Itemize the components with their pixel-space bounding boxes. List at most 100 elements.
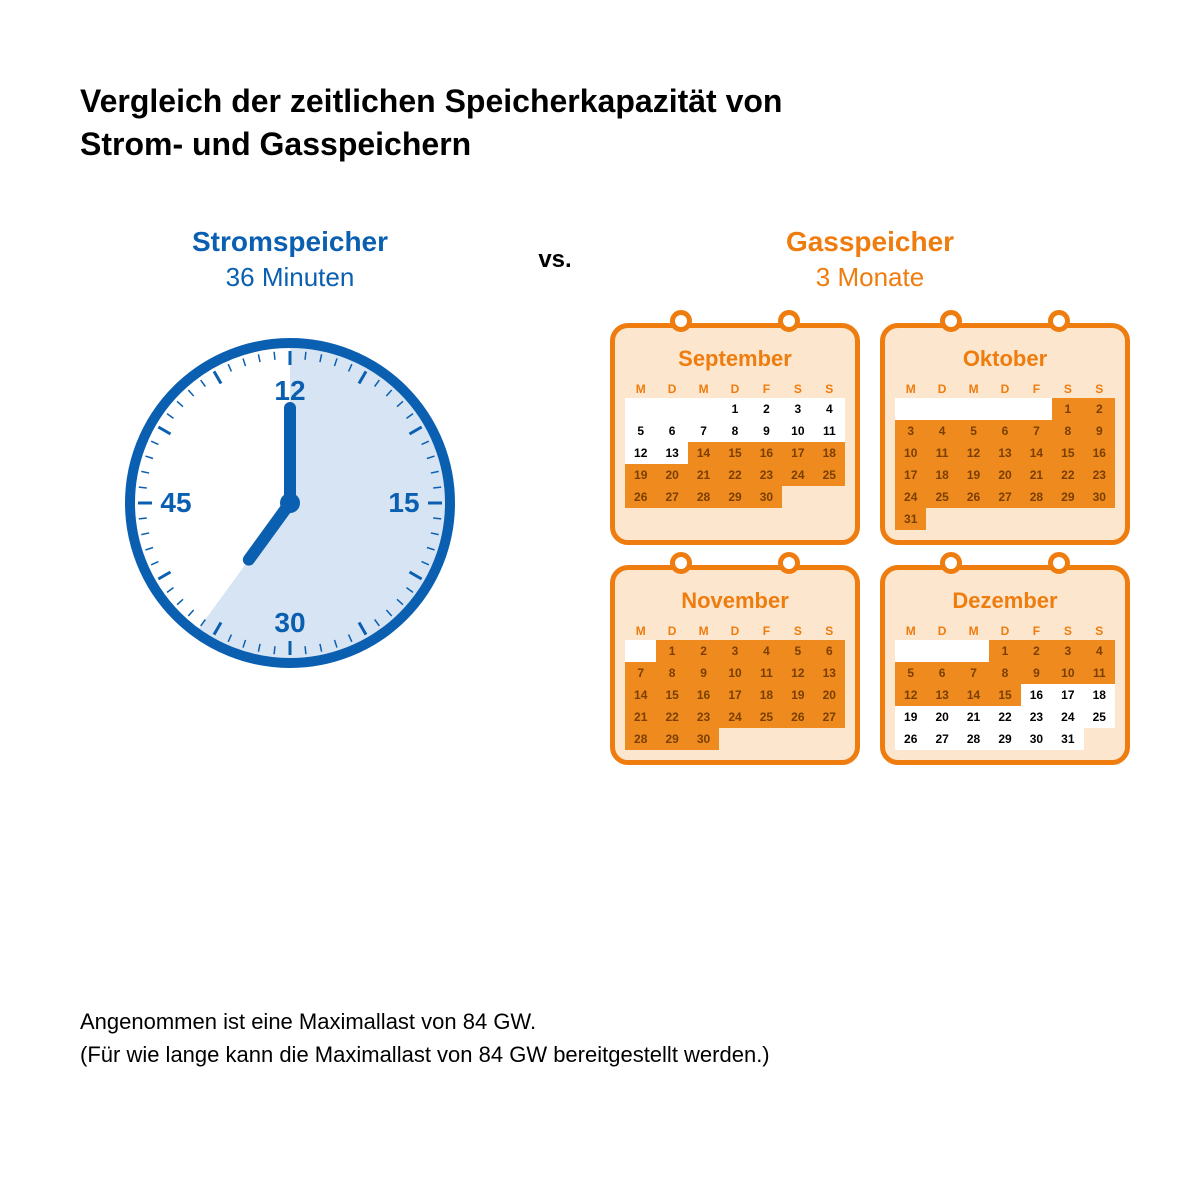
title-line-1: Vergleich der zeitlichen Speicherkapazit… — [80, 83, 782, 119]
calendar-dow-label: M — [688, 622, 719, 640]
calendar-day-cell: 6 — [926, 662, 957, 684]
calendar-month-label: November — [625, 588, 845, 614]
gas-duration: 3 Monate — [610, 262, 1130, 293]
calendar-day-cell: 22 — [989, 706, 1020, 728]
calendar-day-cell: 9 — [751, 420, 782, 442]
calendar-day-cell: 3 — [782, 398, 813, 420]
calendar-dow-label: S — [1052, 622, 1083, 640]
calendar-day-cell: 18 — [926, 464, 957, 486]
footnote-line-2: (Für wie lange kann die Maximallast von … — [80, 1042, 770, 1067]
calendar-day-cell: 17 — [782, 442, 813, 464]
calendar-day-cell: 3 — [719, 640, 750, 662]
calendar-day-cell: 27 — [814, 706, 845, 728]
calendar-day-cell: 8 — [656, 662, 687, 684]
calendar-day-cell: 13 — [656, 442, 687, 464]
calendar-dow-label: D — [989, 380, 1020, 398]
calendar-day-cell: 22 — [719, 464, 750, 486]
calendar-day-cell: 29 — [1052, 486, 1083, 508]
calendar-day-cell: 25 — [926, 486, 957, 508]
calendar-dow-label: S — [1084, 622, 1115, 640]
calendar-day-cell: 7 — [688, 420, 719, 442]
calendar-empty-cell — [989, 398, 1020, 420]
calendar: NovemberMDMDFSS1234567891011121314151617… — [610, 565, 860, 765]
calendar-dow-label: M — [958, 380, 989, 398]
calendar-day-cell: 4 — [926, 420, 957, 442]
calendar-empty-cell — [895, 398, 926, 420]
calendar-dow-label: M — [895, 380, 926, 398]
calendar-ring-icon — [778, 310, 800, 332]
calendar-ring-icon — [940, 310, 962, 332]
calendar-day-cell: 7 — [625, 662, 656, 684]
gas-title: Gasspeicher — [610, 226, 1130, 258]
calendar-dow-label: S — [1084, 380, 1115, 398]
calendar-day-cell: 27 — [656, 486, 687, 508]
calendar-day-cell: 19 — [958, 464, 989, 486]
calendar-month-label: September — [625, 346, 845, 372]
calendar-day-cell: 7 — [958, 662, 989, 684]
calendar-day-cell: 4 — [1084, 640, 1115, 662]
calendar-day-cell: 22 — [656, 706, 687, 728]
calendar-dow-label: D — [656, 380, 687, 398]
calendar-ring-icon — [1048, 552, 1070, 574]
calendar-day-cell: 23 — [1084, 464, 1115, 486]
svg-text:15: 15 — [388, 487, 419, 518]
calendar-days-grid: MDMDFSS123456789101112131415161718192021… — [895, 380, 1115, 530]
calendar-day-cell: 27 — [989, 486, 1020, 508]
calendar-dow-label: F — [1021, 380, 1052, 398]
calendar-dow-label: D — [656, 622, 687, 640]
calendar-ring-icon — [670, 310, 692, 332]
calendar-day-cell: 7 — [1021, 420, 1052, 442]
calendar-day-cell: 10 — [895, 442, 926, 464]
calendar-dow-label: S — [814, 622, 845, 640]
calendar-day-cell: 20 — [989, 464, 1020, 486]
calendar-day-cell: 31 — [1052, 728, 1083, 750]
svg-text:12: 12 — [274, 375, 305, 406]
calendar-day-cell: 16 — [1084, 442, 1115, 464]
calendar-dow-label: D — [719, 380, 750, 398]
calendar-dow-label: M — [688, 380, 719, 398]
calendar: SeptemberMDMDFSS123456789101112131415161… — [610, 323, 860, 545]
calendar-day-cell: 2 — [1021, 640, 1052, 662]
calendar-day-cell: 24 — [895, 486, 926, 508]
calendar-day-cell: 12 — [958, 442, 989, 464]
calendar-day-cell: 10 — [1052, 662, 1083, 684]
calendar-day-cell: 24 — [719, 706, 750, 728]
calendar-day-cell: 28 — [1021, 486, 1052, 508]
calendar-day-cell: 29 — [719, 486, 750, 508]
calendar-day-cell: 11 — [751, 662, 782, 684]
calendar-day-cell: 6 — [814, 640, 845, 662]
calendar-days-grid: MDMDFSS123456789101112131415161718192021… — [895, 622, 1115, 750]
calendar-dow-label: S — [1052, 380, 1083, 398]
calendar-day-cell: 21 — [958, 706, 989, 728]
svg-text:30: 30 — [274, 607, 305, 638]
calendar-dow-label: M — [625, 622, 656, 640]
calendar-day-cell: 8 — [719, 420, 750, 442]
calendar-day-cell: 28 — [688, 486, 719, 508]
calendar-day-cell: 1 — [719, 398, 750, 420]
calendar-dow-label: M — [958, 622, 989, 640]
calendar-day-cell: 12 — [895, 684, 926, 706]
calendar-dow-label: D — [926, 622, 957, 640]
calendar-day-cell: 5 — [625, 420, 656, 442]
calendar-day-cell: 2 — [1084, 398, 1115, 420]
calendar-day-cell: 3 — [895, 420, 926, 442]
calendar-day-cell: 14 — [688, 442, 719, 464]
calendar-day-cell: 20 — [814, 684, 845, 706]
calendar-day-cell: 25 — [814, 464, 845, 486]
calendar-day-cell: 30 — [688, 728, 719, 750]
page-title: Vergleich der zeitlichen Speicherkapazit… — [80, 80, 1101, 166]
calendar-day-cell: 29 — [989, 728, 1020, 750]
strom-panel: Stromspeicher 36 Minuten 12153045 — [80, 226, 500, 673]
calendar-day-cell: 24 — [782, 464, 813, 486]
calendar-day-cell: 8 — [989, 662, 1020, 684]
calendar-day-cell: 18 — [751, 684, 782, 706]
calendar-empty-cell — [1021, 398, 1052, 420]
calendar-day-cell: 4 — [814, 398, 845, 420]
calendar-day-cell: 28 — [958, 728, 989, 750]
strom-title: Stromspeicher — [80, 226, 500, 258]
calendar-day-cell: 16 — [751, 442, 782, 464]
calendar-days-grid: MDMDFSS123456789101112131415161718192021… — [625, 622, 845, 750]
calendar-dow-label: D — [989, 622, 1020, 640]
calendar-empty-cell — [625, 398, 656, 420]
calendar-empty-cell — [688, 398, 719, 420]
